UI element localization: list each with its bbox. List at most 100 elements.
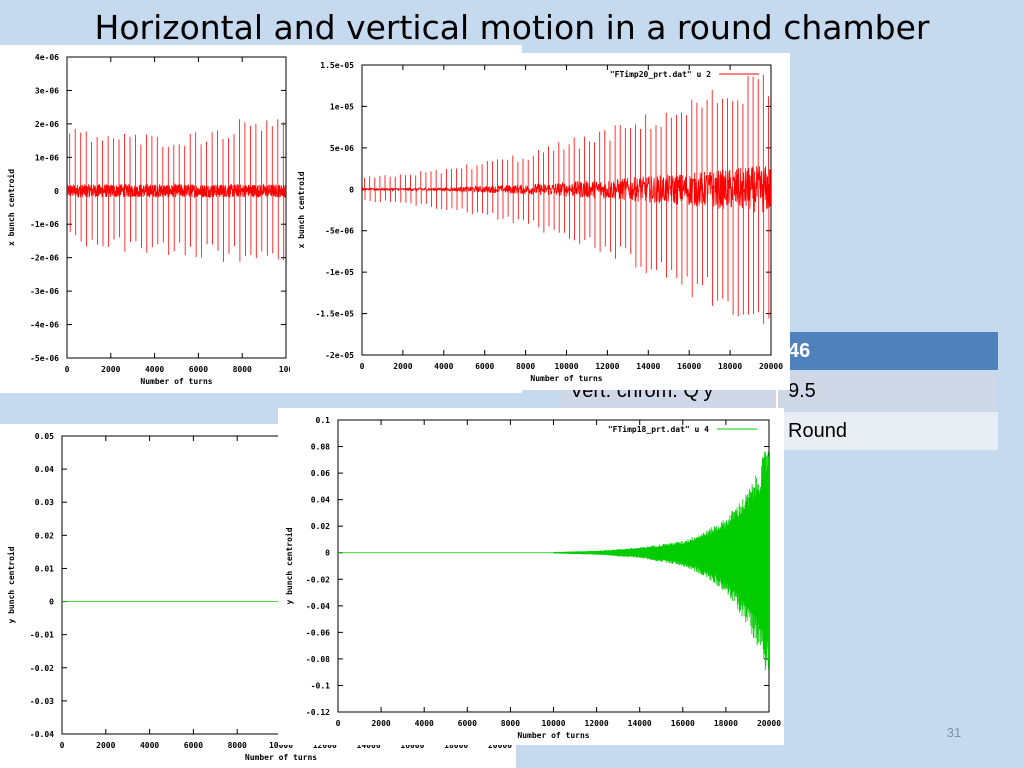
x-tick-label: 6000: [184, 741, 203, 750]
x-tick-label: 18000: [714, 719, 738, 728]
x-tick-label: 4000: [145, 365, 164, 374]
y-tick-label: 0.05: [35, 432, 54, 441]
x-tick-label: 2000: [393, 362, 412, 371]
slide-title: Horizontal and vertical motion in a roun…: [94, 8, 930, 47]
y-tick-label: 0: [49, 598, 54, 607]
y-tick-label: 0: [54, 187, 59, 196]
x-tick-label: 4000: [415, 719, 434, 728]
y-tick-label: -0.06: [306, 628, 330, 637]
x-axis-label: Number of turns: [140, 377, 212, 386]
y-tick-label: -0.03: [30, 697, 54, 706]
y-tick-label: -0.02: [30, 664, 54, 673]
data-series-line: [67, 119, 286, 262]
y-axis-label: y bunch centroid: [6, 546, 16, 623]
x-tick-label: 8000: [228, 741, 247, 750]
x-tick-label: 8000: [233, 365, 252, 374]
y-tick-label: 3e-06: [35, 86, 59, 95]
y-tick-label: 0.06: [311, 469, 330, 478]
x-tick-label: 8000: [516, 362, 535, 371]
x-tick-label: 6000: [458, 719, 477, 728]
y-tick-label: -5e-06: [325, 227, 354, 236]
y-axis-label: x bunch centroid: [6, 169, 16, 246]
x-axis-label: Number of turns: [245, 753, 317, 762]
y-tick-label: 0: [325, 549, 330, 558]
x-tick-label: 10000: [269, 741, 293, 750]
legend-label: "FTimp20_prt.dat" u 2: [610, 69, 711, 79]
x-tick-label: 20000: [488, 741, 512, 750]
x-centroid-plot-growing: 1.5e-05 1e-05 5e-06 0 -5e-06 -1e-05 -1.5e-05 -2…: [290, 53, 790, 390]
x-tick-label: 6000: [189, 365, 208, 374]
y-tick-label: -0.04: [30, 730, 54, 739]
y-tick-label: -2e-05: [325, 351, 354, 360]
x-tick-label: 8000: [501, 719, 520, 728]
y-tick-label: -5e-06: [30, 354, 59, 363]
x-tick-label: 12000: [585, 719, 609, 728]
x-tick-label: 6000: [475, 362, 494, 371]
x-tick-label: 0: [65, 365, 70, 374]
y-tick-label: 1e-05: [330, 102, 354, 111]
x-tick-label: 0: [60, 741, 65, 750]
x-tick-label: 2000: [371, 719, 390, 728]
x-tick-label: 20000: [759, 362, 783, 371]
x-tick-label: 16000: [671, 719, 695, 728]
plot-frame: [66, 56, 287, 359]
x-axis-label: Number of turns: [517, 731, 589, 740]
data-series-line: [362, 74, 771, 324]
page-number: 31: [946, 725, 962, 740]
x-tick-label: 2000: [101, 365, 120, 374]
y-tick-label: -0.1: [311, 681, 330, 690]
x-tick-label: 12000: [313, 741, 337, 750]
chart-svg: 4e-06 3e-06 2e-06 1e-06 0 -1e-06 -2e-06 -3e-06 -…: [6, 53, 294, 386]
y-tick-label: -0.12: [306, 708, 330, 717]
chart-svg: 0.1 0.08 0.06 0.04 0.02 0 -0.02 -0.04 -0.06 -0.08…: [284, 416, 781, 740]
y-tick-label: 0.02: [35, 531, 54, 540]
x-tick-label: 0: [360, 362, 365, 371]
y-tick-label: 0.02: [311, 522, 330, 531]
x-axis-label: Number of turns: [530, 374, 602, 383]
y-tick-label: 2e-06: [35, 120, 59, 129]
x-tick-label: 14000: [628, 719, 652, 728]
x-tick-label: 100: [279, 365, 294, 374]
y-tick-label: -3e-06: [30, 287, 59, 296]
x-tick-label: 16000: [677, 362, 701, 371]
x-tick-label: 0: [336, 719, 341, 728]
y-tick-label: 4e-06: [35, 53, 59, 62]
x-tick-label: 10000: [541, 719, 565, 728]
y-tick-label: 0: [349, 185, 354, 194]
y-tick-label: 1e-06: [35, 153, 59, 162]
x-tick-label: 10000: [554, 362, 578, 371]
y-tick-label: 0.08: [311, 443, 330, 452]
y-tick-label: -0.01: [30, 631, 54, 640]
x-tick-label: 20000: [757, 719, 781, 728]
x-tick-label: 14000: [357, 741, 381, 750]
x-tick-label: 2000: [96, 741, 115, 750]
x-tick-label: 16000: [400, 741, 424, 750]
y-tick-label: 0.01: [35, 564, 54, 573]
y-tick-label: 0.03: [35, 498, 54, 507]
y-tick-label: 5e-06: [330, 144, 354, 153]
x-tick-label: 18000: [718, 362, 742, 371]
y-axis-label: y bunch centroid: [284, 527, 294, 604]
y-tick-label: 0.1: [316, 416, 331, 425]
y-centroid-plot-unstable: 0.1 0.08 0.06 0.04 0.02 0 -0.02 -0.04 -0.06 -0.08…: [278, 408, 784, 745]
y-tick-label: 1.5e-05: [320, 61, 354, 70]
y-tick-label: -4e-06: [30, 321, 59, 330]
y-axis-label: x bunch centroid: [296, 171, 306, 248]
y-tick-label: 0.04: [311, 496, 330, 505]
y-tick-label: -0.02: [306, 575, 330, 584]
y-tick-label: -1e-06: [30, 220, 59, 229]
y-tick-label: -1.5e-05: [315, 310, 354, 319]
x-tick-label: 12000: [595, 362, 619, 371]
x-tick-label: 4000: [140, 741, 159, 750]
table-cell-value: 9.5: [776, 372, 998, 410]
x-tick-label: 14000: [636, 362, 660, 371]
y-tick-label: 0.04: [35, 465, 54, 474]
y-tick-label: -1e-05: [325, 268, 354, 277]
plot-frame: [361, 64, 772, 356]
x-tick-label: 4000: [434, 362, 453, 371]
x-tick-label: 18000: [444, 741, 468, 750]
table-cell-value: 46: [776, 332, 998, 370]
y-tick-label: -2e-06: [30, 254, 59, 263]
y-tick-label: -0.04: [306, 602, 330, 611]
y-tick-label: -0.08: [306, 655, 330, 664]
